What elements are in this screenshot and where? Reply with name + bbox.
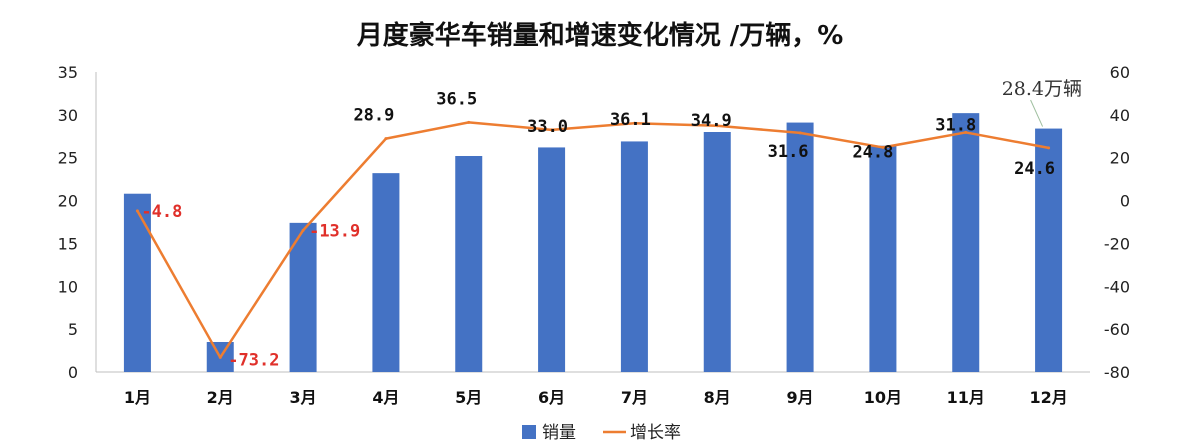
growth-data-label: 34.9 (691, 111, 732, 131)
bar (869, 145, 897, 372)
line-point (715, 124, 719, 128)
y-left-tick-label: 0 (68, 363, 78, 382)
y-right-tick-label: -60 (1104, 320, 1130, 339)
growth-data-label: -73.2 (228, 350, 279, 370)
bar-series (123, 113, 1063, 373)
y-left-tick-label: 10 (58, 277, 78, 296)
legend-label: 销量 (542, 423, 576, 443)
x-tick-label: 3月 (290, 388, 317, 407)
bar (538, 147, 566, 372)
y-right-tick-label: 20 (1110, 149, 1130, 168)
line-point (881, 145, 885, 149)
y-right-tick-label: -20 (1104, 234, 1130, 253)
data-labels: -4.8 -73.2 -13.9 28.9 36.5 33.0 36.1 34.9 31.6 24… (141, 89, 1055, 370)
y-left-tick-label: 5 (68, 320, 78, 339)
growth-data-label: 36.5 (436, 89, 477, 109)
growth-data-label: -4.8 (141, 202, 182, 222)
x-tick-label: 7月 (621, 388, 648, 407)
bar (455, 156, 483, 372)
annotation-text: 28.4万辆 (1002, 78, 1082, 100)
y-left-tick-label: 20 (58, 192, 78, 211)
y-left-tick-label: 35 (58, 63, 78, 82)
y-right-tick-label: -80 (1104, 363, 1130, 382)
bar (1035, 128, 1063, 372)
bar (703, 132, 731, 372)
growth-data-label: 31.6 (768, 142, 809, 162)
y-right-tick-label: -40 (1104, 277, 1130, 296)
line-point (550, 128, 554, 132)
x-tick-label: 11月 (947, 388, 985, 407)
growth-rate-line (136, 121, 1049, 359)
annotation-leader (1030, 99, 1044, 127)
x-tick-label: 2月 (207, 388, 234, 407)
x-tick-label: 9月 (787, 388, 814, 407)
growth-data-label: 33.0 (527, 117, 568, 137)
bar (620, 141, 648, 372)
y-right-tick-label: 0 (1120, 192, 1130, 211)
growth-data-label: 36.1 (610, 110, 651, 130)
line-point (218, 355, 222, 359)
bar (952, 113, 980, 373)
x-tick-label: 12月 (1029, 388, 1067, 407)
line-point (467, 120, 471, 124)
y-left-tick-label: 15 (58, 234, 78, 253)
x-tick-label: 6月 (538, 388, 565, 407)
bar (786, 122, 814, 372)
line-point (301, 228, 305, 232)
bar (123, 193, 151, 372)
line-point (384, 137, 388, 141)
chart-title: 月度豪华车销量和增速变化情况 /万辆，% (356, 20, 844, 51)
annotation: 28.4万辆 (1002, 78, 1082, 127)
y-left-tick-label: 30 (58, 106, 78, 125)
y-right-tick-label: 40 (1110, 106, 1130, 125)
axes: 0 5 10 15 20 25 30 35 -80 -60 -40 -20 0 20 40 60 1月 2月 3月 4… (58, 63, 1130, 407)
line-point (1047, 146, 1051, 150)
growth-data-label: 31.8 (935, 115, 976, 135)
x-tick-label: 10月 (864, 388, 902, 407)
growth-data-label: 24.6 (1014, 159, 1055, 179)
growth-data-label: 24.8 (852, 142, 893, 162)
y-left-tick-label: 25 (58, 149, 78, 168)
x-tick-label: 8月 (704, 388, 731, 407)
legend: 销量 增长率 (522, 423, 681, 443)
line-point (135, 209, 139, 213)
x-tick-label: 1月 (124, 388, 151, 407)
x-tick-label: 4月 (372, 388, 399, 407)
line-point (964, 130, 968, 134)
line-series (135, 120, 1051, 359)
line-point (798, 131, 802, 135)
bar (372, 173, 400, 372)
y-right-tick-label: 60 (1110, 63, 1130, 82)
legend-label: 增长率 (630, 423, 681, 443)
growth-data-label: 28.9 (353, 106, 394, 126)
growth-data-label: -13.9 (309, 221, 360, 241)
bar (289, 222, 317, 372)
x-tick-label: 5月 (455, 388, 482, 407)
legend-swatch-bar (522, 425, 536, 439)
line-point (632, 121, 636, 125)
